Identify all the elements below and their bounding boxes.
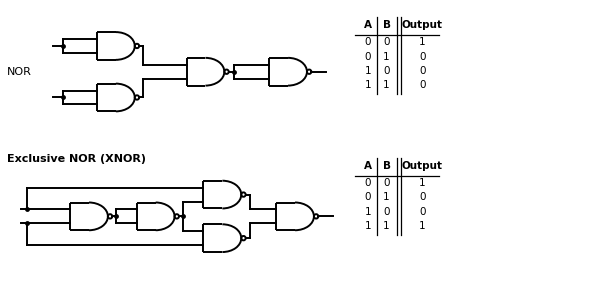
Text: 0: 0 [419,207,426,217]
Text: NOR: NOR [7,67,32,77]
Text: 0: 0 [364,52,371,62]
Text: 1: 1 [419,37,426,47]
Text: 1: 1 [364,207,371,217]
Text: 0: 0 [383,207,390,217]
Text: 1: 1 [383,221,390,231]
Text: 0: 0 [419,66,426,76]
Text: 1: 1 [364,66,371,76]
Text: Output: Output [402,20,443,30]
Text: A: A [364,161,372,171]
Text: 1: 1 [383,80,390,90]
Text: Output: Output [402,161,443,171]
Text: 0: 0 [419,192,426,202]
Text: 1: 1 [419,178,426,188]
Text: 1: 1 [383,192,390,202]
Text: B: B [383,20,391,30]
Text: 1: 1 [383,52,390,62]
Text: 0: 0 [364,178,371,188]
Text: 0: 0 [364,192,371,202]
Text: A: A [364,20,372,30]
Text: 0: 0 [419,80,426,90]
Text: 1: 1 [419,221,426,231]
Text: 0: 0 [383,37,390,47]
Text: 1: 1 [364,80,371,90]
Text: 0: 0 [419,52,426,62]
Text: 0: 0 [383,178,390,188]
Text: 0: 0 [383,66,390,76]
Text: Exclusive NOR (XNOR): Exclusive NOR (XNOR) [7,154,146,164]
Text: 0: 0 [364,37,371,47]
Text: B: B [383,161,391,171]
Text: 1: 1 [364,221,371,231]
